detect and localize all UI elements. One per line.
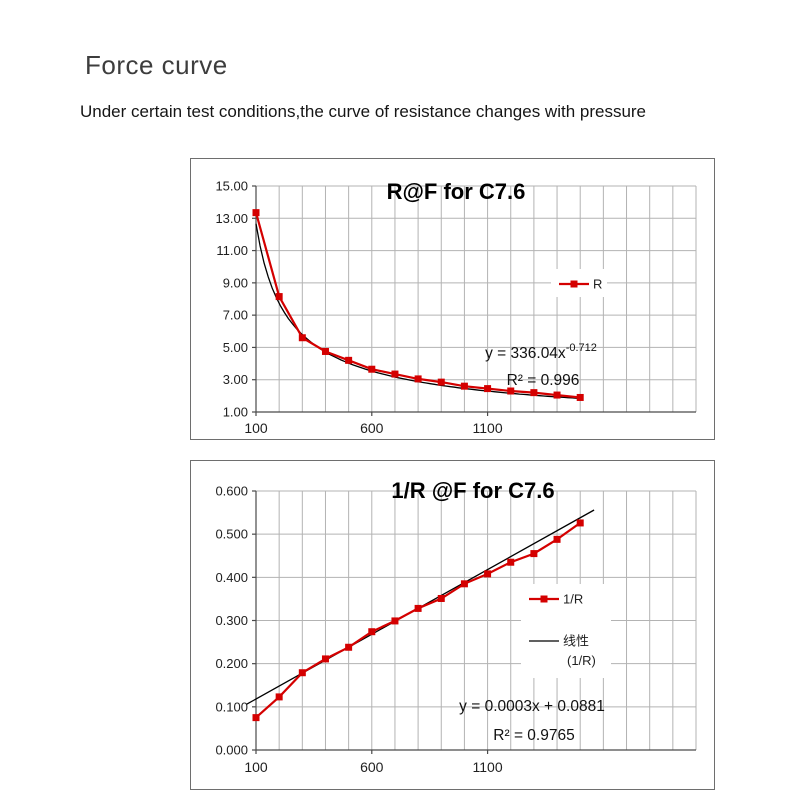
y-tick-label: 7.00 — [223, 308, 248, 323]
y-tick-label: 3.00 — [223, 372, 248, 387]
axis-lines — [252, 490, 696, 754]
series-markers — [252, 519, 584, 722]
y-tick-label: 0.300 — [215, 613, 248, 628]
trend-equation: y = 0.0003x + 0.0881 — [459, 698, 605, 715]
series-markers — [252, 209, 584, 401]
y-tick-label: 9.00 — [223, 275, 248, 290]
y-tick-label: 15.00 — [215, 179, 248, 194]
chart-inverse-resistance-vs-force: 0.600 0.500 0.400 0.300 0.200 0.100 0.000 100 60… — [190, 460, 715, 790]
gridlines — [256, 185, 697, 412]
y-tick-labels: 0.600 0.500 0.400 0.300 0.200 0.100 0.000 — [215, 484, 248, 758]
y-tick-label: 11.00 — [216, 243, 248, 258]
y-tick-label: 0.200 — [215, 656, 248, 671]
trend-equation: y = 336.04x-0.712 — [485, 342, 597, 362]
chart-title: R@F for C7.6 — [387, 179, 526, 204]
legend-label: R — [593, 277, 602, 292]
page-subtitle: Under certain test conditions,the curve … — [80, 102, 647, 121]
r-squared-value: R² = 0.9765 — [493, 727, 574, 744]
x-tick-label: 100 — [244, 759, 268, 775]
equation-annotation: y = 336.04x-0.712 R² = 0.996 — [485, 342, 597, 389]
y-tick-label: 13.00 — [215, 211, 248, 226]
y-tick-label: 5.00 — [223, 340, 248, 355]
equation-annotation: y = 0.0003x + 0.0881 R² = 0.9765 — [459, 698, 605, 744]
y-tick-label: 1.00 — [223, 405, 248, 420]
y-tick-label: 0.600 — [215, 484, 248, 499]
page-title: Force curve — [85, 50, 228, 80]
y-tick-labels: 15.00 13.00 11.00 9.00 7.00 5.00 3.00 1.00 — [215, 179, 248, 420]
x-tick-label: 1100 — [473, 420, 503, 436]
legend: R — [551, 269, 607, 297]
y-tick-label: 0.500 — [215, 527, 248, 542]
legend-marker — [570, 280, 578, 288]
legend-label: 1/R — [563, 592, 583, 607]
x-tick-labels: 100 600 1100 — [244, 420, 503, 436]
x-tick-label: 1100 — [473, 759, 503, 775]
legend-label-line2: (1/R) — [567, 653, 596, 668]
y-tick-label: 0.000 — [215, 743, 248, 758]
chart-resistance-vs-force: 15.00 13.00 11.00 9.00 7.00 5.00 3.00 1.00 100 60… — [190, 158, 715, 440]
chart-title: 1/R @F for C7.6 — [391, 478, 554, 503]
x-tick-labels: 100 600 1100 — [244, 759, 503, 775]
x-tick-label: 100 — [244, 420, 268, 436]
legend-marker — [540, 595, 548, 603]
r-squared-value: R² = 0.996 — [507, 372, 580, 389]
gridlines — [256, 490, 697, 750]
y-tick-label: 0.400 — [215, 570, 248, 585]
x-tick-label: 600 — [360, 759, 384, 775]
x-tick-label: 600 — [360, 420, 384, 436]
legend-label: 线性 — [563, 634, 589, 649]
axis-lines — [252, 185, 696, 416]
y-tick-label: 0.100 — [215, 699, 248, 714]
legend: 1/R 线性 (1/R) — [521, 584, 611, 678]
